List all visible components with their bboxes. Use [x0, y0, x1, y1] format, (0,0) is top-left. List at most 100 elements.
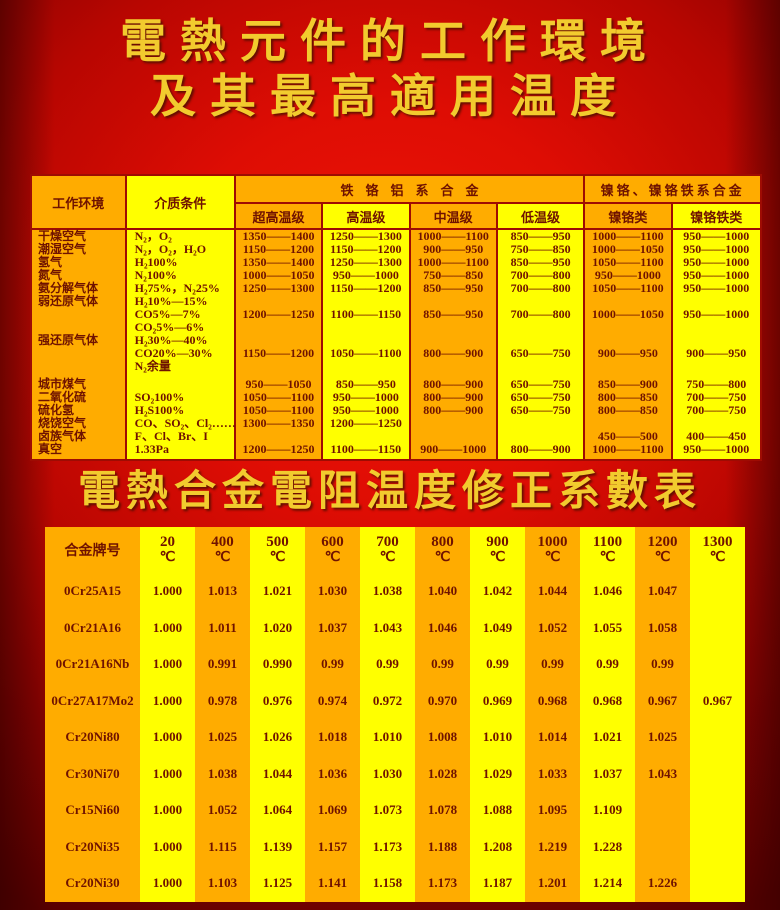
- celsius-symbol: ℃: [324, 550, 341, 565]
- environment-cell: 硫化氢: [32, 404, 127, 417]
- coefficient-cell: [635, 792, 690, 829]
- table1-row: 真空 1.33Pa 1200——1250 1100——1150 900——1000 800…: [32, 443, 760, 459]
- coefficient-cell: 1.021: [250, 573, 305, 610]
- temperature-range-cell: 1000——1050: [585, 243, 673, 256]
- temp-value: 700: [376, 534, 399, 550]
- medium-line: CO₂5%—6%: [134, 320, 205, 334]
- temp-value: 1100: [592, 534, 623, 550]
- coefficient-cell: 1.046: [580, 573, 635, 610]
- coefficient-cell: 1.044: [525, 573, 580, 610]
- coefficient-cell: 1.018: [305, 719, 360, 756]
- environment-cell: 烧饶空气: [32, 417, 127, 430]
- celsius-symbol: ℃: [434, 550, 451, 565]
- coefficient-cell: 1.025: [195, 719, 250, 756]
- coefficient-cell: 1.040: [415, 573, 470, 610]
- table2-row: 0Cr25A15 1.000 1.013 1.021 1.030 1.038 1.040 1.…: [45, 573, 745, 610]
- temperature-range-cell: 950——1000: [672, 256, 760, 269]
- medium-cell: N₂100%: [126, 269, 236, 282]
- coefficient-cell: 1.038: [195, 755, 250, 792]
- medium-line: CO、SO₂、Cl₂……: [134, 416, 236, 430]
- temperature-range-cell: 1000——1050: [235, 269, 324, 282]
- table1-row: 干燥空气 N₂，O₂ 1350——1400 1250——1300 1000——1100 8…: [32, 230, 760, 243]
- medium-line: CO5%—7%: [134, 307, 201, 321]
- temperature-range-cell: 750——850: [497, 243, 586, 256]
- medium-cell: N₂，O₂: [126, 230, 236, 243]
- celsius-symbol: ℃: [544, 550, 561, 565]
- table1-row: 二氧化硫 SO₂100% 1050——1100 950——1000 800——900 65…: [32, 391, 760, 404]
- coefficient-cell: 1.064: [250, 792, 305, 829]
- table1-subheader-1: 高温级: [323, 204, 411, 230]
- coefficient-cell: 0.969: [470, 682, 525, 719]
- table2-temp-header: 600 ℃: [305, 527, 360, 573]
- medium-line: 1.33Pa: [134, 442, 169, 456]
- coefficient-cell: 1.028: [415, 755, 470, 792]
- table2-row: Cr20Ni30 1.000 1.103 1.125 1.141 1.158 1.173 1.…: [45, 865, 745, 902]
- temperature-range-cell: 800——850: [585, 404, 673, 417]
- environment-cell: 氮气: [32, 269, 127, 282]
- coefficient-cell: 0.99: [470, 646, 525, 683]
- coefficient-cell: 0.99: [525, 646, 580, 683]
- table2-temp-header: 900 ℃: [470, 527, 525, 573]
- temperature-range-cell: 700——800: [497, 269, 586, 282]
- coefficient-cell: 0.974: [305, 682, 360, 719]
- coefficient-cell: 1.014: [525, 719, 580, 756]
- celsius-symbol: ℃: [214, 550, 231, 565]
- temperature-range-cell: 950——1000: [323, 269, 411, 282]
- coefficient-cell: 1.157: [305, 828, 360, 865]
- table1-header: 工作环境 介质条件 铁铬铝系合金 镍铬、镍铬铁系合金 超高温级 高温级 中温级 低温级…: [32, 176, 760, 230]
- temperature-range-cell: 850——950: [497, 256, 586, 269]
- temperature-range-cell: 1000——1100: [410, 256, 498, 269]
- coefficient-cell: 1.109: [580, 792, 635, 829]
- coefficient-cell: 1.226: [635, 865, 690, 902]
- temperature-range-cell: 900——950: [585, 334, 673, 373]
- coefficient-cell: 1.208: [470, 828, 525, 865]
- coefficient-cell: 1.055: [580, 609, 635, 646]
- coefficient-cell: 1.000: [140, 646, 195, 683]
- temperature-range-cell: [497, 430, 586, 443]
- temperature-range-cell: 900——950: [672, 334, 760, 373]
- temperature-range-cell: 1000——1100: [585, 443, 673, 459]
- temperature-range-cell: 850——950: [497, 230, 586, 243]
- temperature-range-cell: [235, 430, 324, 443]
- coefficient-cell: 0.968: [580, 682, 635, 719]
- environment-cell: 潮湿空气: [32, 243, 127, 256]
- coefficient-cell: 1.013: [195, 573, 250, 610]
- coefficient-cell: [690, 573, 745, 610]
- temperature-range-cell: [323, 430, 411, 443]
- temperature-range-cell: 800——850: [585, 391, 673, 404]
- table2-row: 0Cr21A16Nb 1.000 0.991 0.990 0.99 0.99 0.99 0.9…: [45, 646, 745, 683]
- coefficient-cell: 1.173: [360, 828, 415, 865]
- temperature-range-cell: 1150——1200: [323, 282, 411, 295]
- coefficient-cell: 1.115: [195, 828, 250, 865]
- temperature-range-cell: 950——1000: [672, 282, 760, 295]
- coefficient-cell: 1.052: [195, 792, 250, 829]
- table1-header-environment: 工作环境: [32, 176, 127, 230]
- temperature-range-cell: 1050——1100: [323, 334, 411, 373]
- medium-cell: 1.33Pa: [126, 442, 236, 459]
- temperature-range-cell: 1100——1150: [323, 295, 411, 334]
- coefficient-cell: 1.042: [470, 573, 525, 610]
- table1-header-groups: 铁铬铝系合金 镍铬、镍铬铁系合金 超高温级 高温级 中温级 低温级 镍铬类 镍铬铁类: [235, 176, 760, 230]
- environment-cell: 干燥空气: [32, 230, 127, 243]
- coefficient-cell: 0.99: [580, 646, 635, 683]
- coefficient-cell: [690, 646, 745, 683]
- celsius-symbol: ℃: [159, 550, 176, 565]
- coefficient-cell: 1.037: [305, 609, 360, 646]
- celsius-symbol: ℃: [379, 550, 396, 565]
- celsius-symbol: ℃: [599, 550, 616, 565]
- coefficient-cell: 0.972: [360, 682, 415, 719]
- medium-cell: CO、SO₂、Cl₂……: [126, 416, 236, 430]
- coefficient-cell: 0.991: [195, 646, 250, 683]
- temp-value: 900: [486, 534, 509, 550]
- coefficient-cell: 0.976: [250, 682, 305, 719]
- temperature-range-cell: 800——900: [410, 404, 498, 417]
- temperature-range-cell: 1200——1250: [323, 417, 411, 430]
- medium-line: H₂S100%: [134, 403, 185, 417]
- temperature-range-cell: 950——1050: [235, 373, 324, 391]
- medium-cell: H₂100%: [126, 256, 236, 269]
- table1-row: 潮湿空气 N₂，O₂，H₂O 1150——1200 1150——1200 900——95…: [32, 243, 760, 256]
- environment-temperature-table: 工作环境 介质条件 铁铬铝系合金 镍铬、镍铬铁系合金 超高温级 高温级 中温级 低温级…: [30, 174, 762, 461]
- temperature-range-cell: 1050——1100: [585, 256, 673, 269]
- alloy-name-cell: Cr20Ni35: [45, 828, 140, 865]
- alloy-name-cell: Cr30Ni70: [45, 755, 140, 792]
